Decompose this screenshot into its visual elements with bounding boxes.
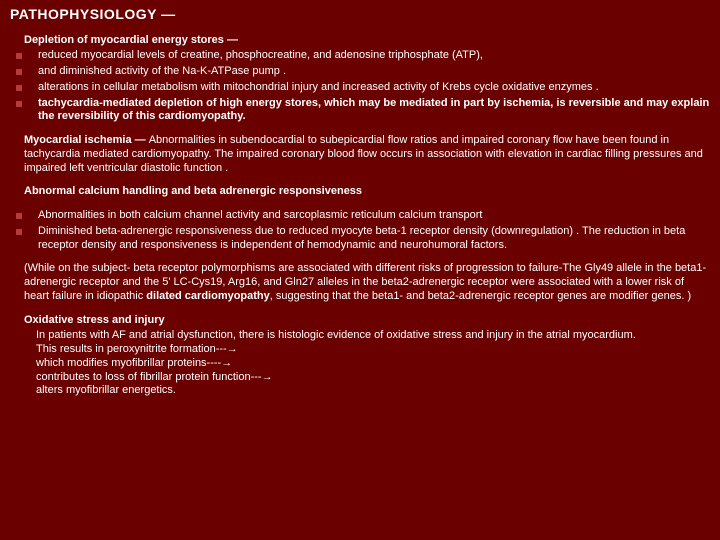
list-item: and diminished activity of the Na-K-ATPa… — [10, 65, 710, 79]
oxidative-list: In patients with AF and atrial dysfuncti… — [10, 329, 710, 398]
depletion-heading: Depletion of myocardial energy stores — — [24, 34, 710, 48]
ischemia-paragraph: Myocardial ischemia — Abnormalities in s… — [24, 134, 710, 175]
oxidative-line: contributes to loss of fibrillar protein… — [36, 371, 710, 385]
oxidative-line: In patients with AF and atrial dysfuncti… — [36, 329, 710, 343]
polymorphism-bold: dilated cardiomyopathy — [146, 290, 269, 302]
ischemia-lead: Myocardial ischemia — — [24, 134, 149, 146]
oxidative-line: This results in peroxynitrite formation-… — [36, 343, 710, 357]
list-item: Abnormalities in both calcium channel ac… — [10, 209, 710, 223]
list-item: reduced myocardial levels of creatine, p… — [10, 49, 710, 63]
page-title: PATHOPHYSIOLOGY — — [10, 6, 710, 24]
calcium-list: Abnormalities in both calcium channel ac… — [10, 209, 710, 252]
oxidative-line: alters myofibrillar energetics. — [36, 384, 710, 398]
oxidative-heading: Oxidative stress and injury — [24, 314, 710, 328]
polymorphism-paragraph: (While on the subject- beta receptor pol… — [24, 262, 710, 303]
list-item: Diminished beta-adrenergic responsivenes… — [10, 225, 710, 253]
depletion-list: reduced myocardial levels of creatine, p… — [10, 49, 710, 124]
oxidative-line: which modifies myofibrillar proteins----… — [36, 357, 710, 371]
list-item: alterations in cellular metabolism with … — [10, 81, 710, 95]
polymorphism-post: , suggesting that the beta1- and beta2-a… — [270, 290, 691, 302]
calcium-heading: Abnormal calcium handling and beta adren… — [24, 185, 710, 199]
list-item: tachycardia-mediated depletion of high e… — [10, 97, 710, 125]
